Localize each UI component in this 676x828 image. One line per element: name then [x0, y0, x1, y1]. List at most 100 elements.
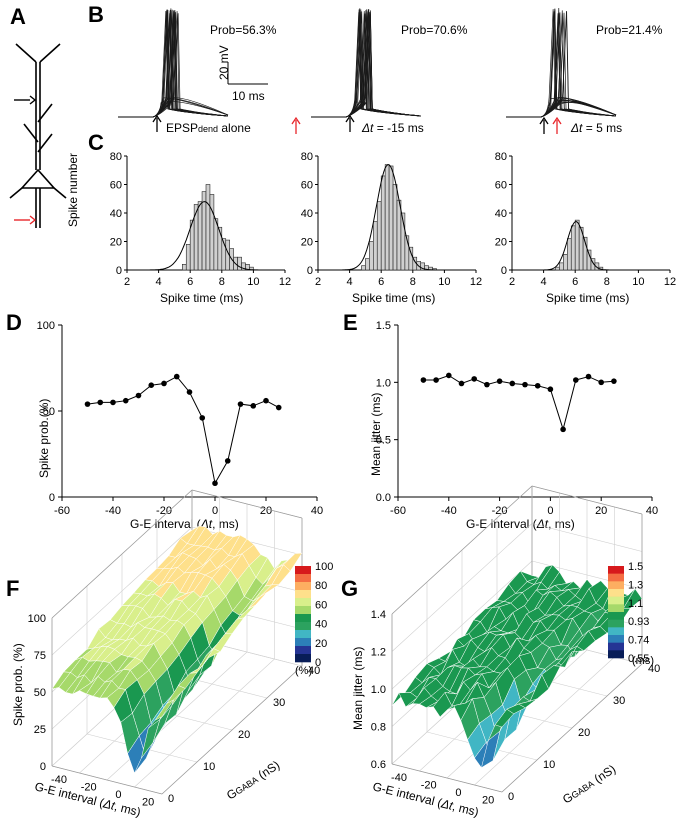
data-point	[161, 380, 167, 387]
x-tick-label: 6	[378, 276, 384, 288]
colorbar-segment	[608, 635, 624, 643]
hist-bar	[566, 238, 572, 271]
gaussian-fit	[512, 221, 670, 271]
x-tick-label: 12	[279, 276, 291, 288]
y-tick-label: 40	[495, 208, 507, 220]
data-point	[534, 382, 541, 389]
x-tick-label: -40	[391, 772, 407, 784]
trace-sweep	[540, 98, 617, 118]
data-point	[199, 415, 206, 421]
hist-bar	[559, 262, 564, 271]
y-tick-label: 30	[273, 697, 285, 709]
panel-f-surface: 0 25 50 75 100 -40 -20 0 20 0 10 20 30 40 100 80 60 40 20 0	[28, 489, 333, 808]
histogram-2: 0 20 40 60 80 2 4 6 8 10 12	[301, 151, 482, 288]
b-note-rest: alone	[218, 121, 251, 135]
box-edge	[51, 489, 193, 619]
svg-text:G-E interval (Δt, ms): G-E interval (Δt, ms)	[466, 517, 575, 531]
data-point	[212, 480, 218, 487]
box-edge	[531, 485, 643, 515]
colorbar-segment	[295, 630, 311, 639]
y-tick-label: 50	[43, 406, 55, 418]
data-point	[275, 404, 282, 411]
panel-e-mean-jitter: 0.0 0.5 1.0 1.5 -60 -40 -20 0 20 40	[376, 320, 658, 517]
apical-tuft	[15, 43, 61, 63]
x-tick-label: -60	[390, 505, 406, 517]
x-tick-label: 10	[247, 276, 259, 288]
hist-bar	[237, 256, 242, 271]
plot-area: 0 50 100 -60 -40 -20 0 20 40	[37, 320, 323, 517]
x-tick-label: 40	[311, 505, 323, 517]
x-tick-label: 0	[547, 505, 553, 517]
y-tick-label: 0	[168, 793, 174, 805]
z-tick-label: 75	[34, 650, 46, 662]
hist-bar	[388, 165, 394, 271]
data-point	[173, 373, 180, 380]
box-edge	[191, 489, 303, 519]
colorbar-tick-label: 20	[315, 638, 327, 650]
grid-line	[474, 656, 615, 786]
data-point	[186, 389, 193, 395]
x-tick-label: 40	[646, 505, 658, 517]
data-point	[237, 401, 244, 407]
panel-label-d: D	[6, 310, 22, 335]
panel-d-spike-prob: 0 50 100 -60 -40 -20 0 20 40	[37, 320, 323, 517]
box-edge	[391, 485, 533, 615]
y-tick-label: 80	[301, 151, 313, 163]
g-xlabel-i: Δt	[439, 796, 455, 813]
colorbar-segment	[295, 590, 311, 599]
y-tick-label: 80	[110, 151, 122, 163]
d-xlabel-a: G-E interval (	[130, 517, 201, 531]
x-tick-label: 20	[260, 505, 272, 517]
svg-text:EPSPdend alone: EPSPdend alone	[166, 121, 251, 135]
colorbar-segment	[608, 604, 624, 613]
data-point	[263, 397, 269, 404]
surface-mesh	[391, 564, 643, 769]
c-xlabel-1: Spike time (ms)	[160, 291, 243, 305]
prob-label-3: Prob=21.4%	[596, 23, 663, 37]
colorbar-segment	[295, 614, 311, 623]
x-tick-label: -20	[421, 779, 437, 791]
b-note2-italic: Δt	[361, 121, 374, 135]
x-tick-label: 0	[115, 789, 121, 801]
colorbar-segment	[608, 596, 624, 605]
svg-text:GGABA (nS): GGABA (nS)	[560, 762, 618, 807]
x-tick-label: 8	[219, 276, 225, 288]
hist-bar	[181, 264, 187, 271]
input-arrow-black	[14, 95, 37, 105]
x-tick-label: -40	[441, 505, 457, 517]
y-tick-label: 30	[613, 695, 625, 707]
y-tick-label: 10	[543, 759, 555, 771]
colorbar-segment	[295, 598, 311, 607]
x-tick-label: 0	[455, 787, 461, 799]
trace-sweep	[345, 12, 422, 118]
svg-text:Δt = 5 ms: Δt = 5 ms	[570, 121, 622, 135]
hist-bar	[594, 262, 600, 271]
colorbar-segment	[295, 622, 311, 631]
c-xlabel-3: Spike time (ms)	[546, 291, 629, 305]
x-tick-label: 12	[470, 276, 482, 288]
y-tick-label: 60	[495, 180, 507, 192]
y-tick-label: 20	[238, 729, 250, 741]
x-tick-label: 20	[482, 794, 494, 806]
surface-patch	[494, 708, 515, 728]
panel-label-f: F	[6, 576, 19, 601]
z-tick-label: 0.6	[371, 759, 386, 771]
colorbar-segment	[295, 582, 311, 591]
x-tick-label: 6	[187, 276, 193, 288]
grid-line	[134, 658, 275, 788]
trace-sweep	[540, 99, 617, 118]
panel-label-b: B	[88, 2, 104, 27]
z-tick-label: 0.8	[371, 722, 386, 734]
y-tick-label: 20	[301, 237, 313, 249]
y-tick-label: 10	[203, 761, 215, 773]
y-tick-label: 40	[301, 208, 313, 220]
b-note2-rest: = -15 ms	[373, 121, 423, 135]
y-tick-label: 80	[495, 151, 507, 163]
panel-b-traces	[118, 8, 617, 118]
data-point	[148, 382, 155, 388]
x-tick-label: -20	[492, 505, 508, 517]
data-point	[224, 458, 231, 464]
input-arrow-red	[14, 215, 37, 225]
data-point	[250, 403, 257, 409]
y-tick-label: 100	[37, 320, 55, 332]
